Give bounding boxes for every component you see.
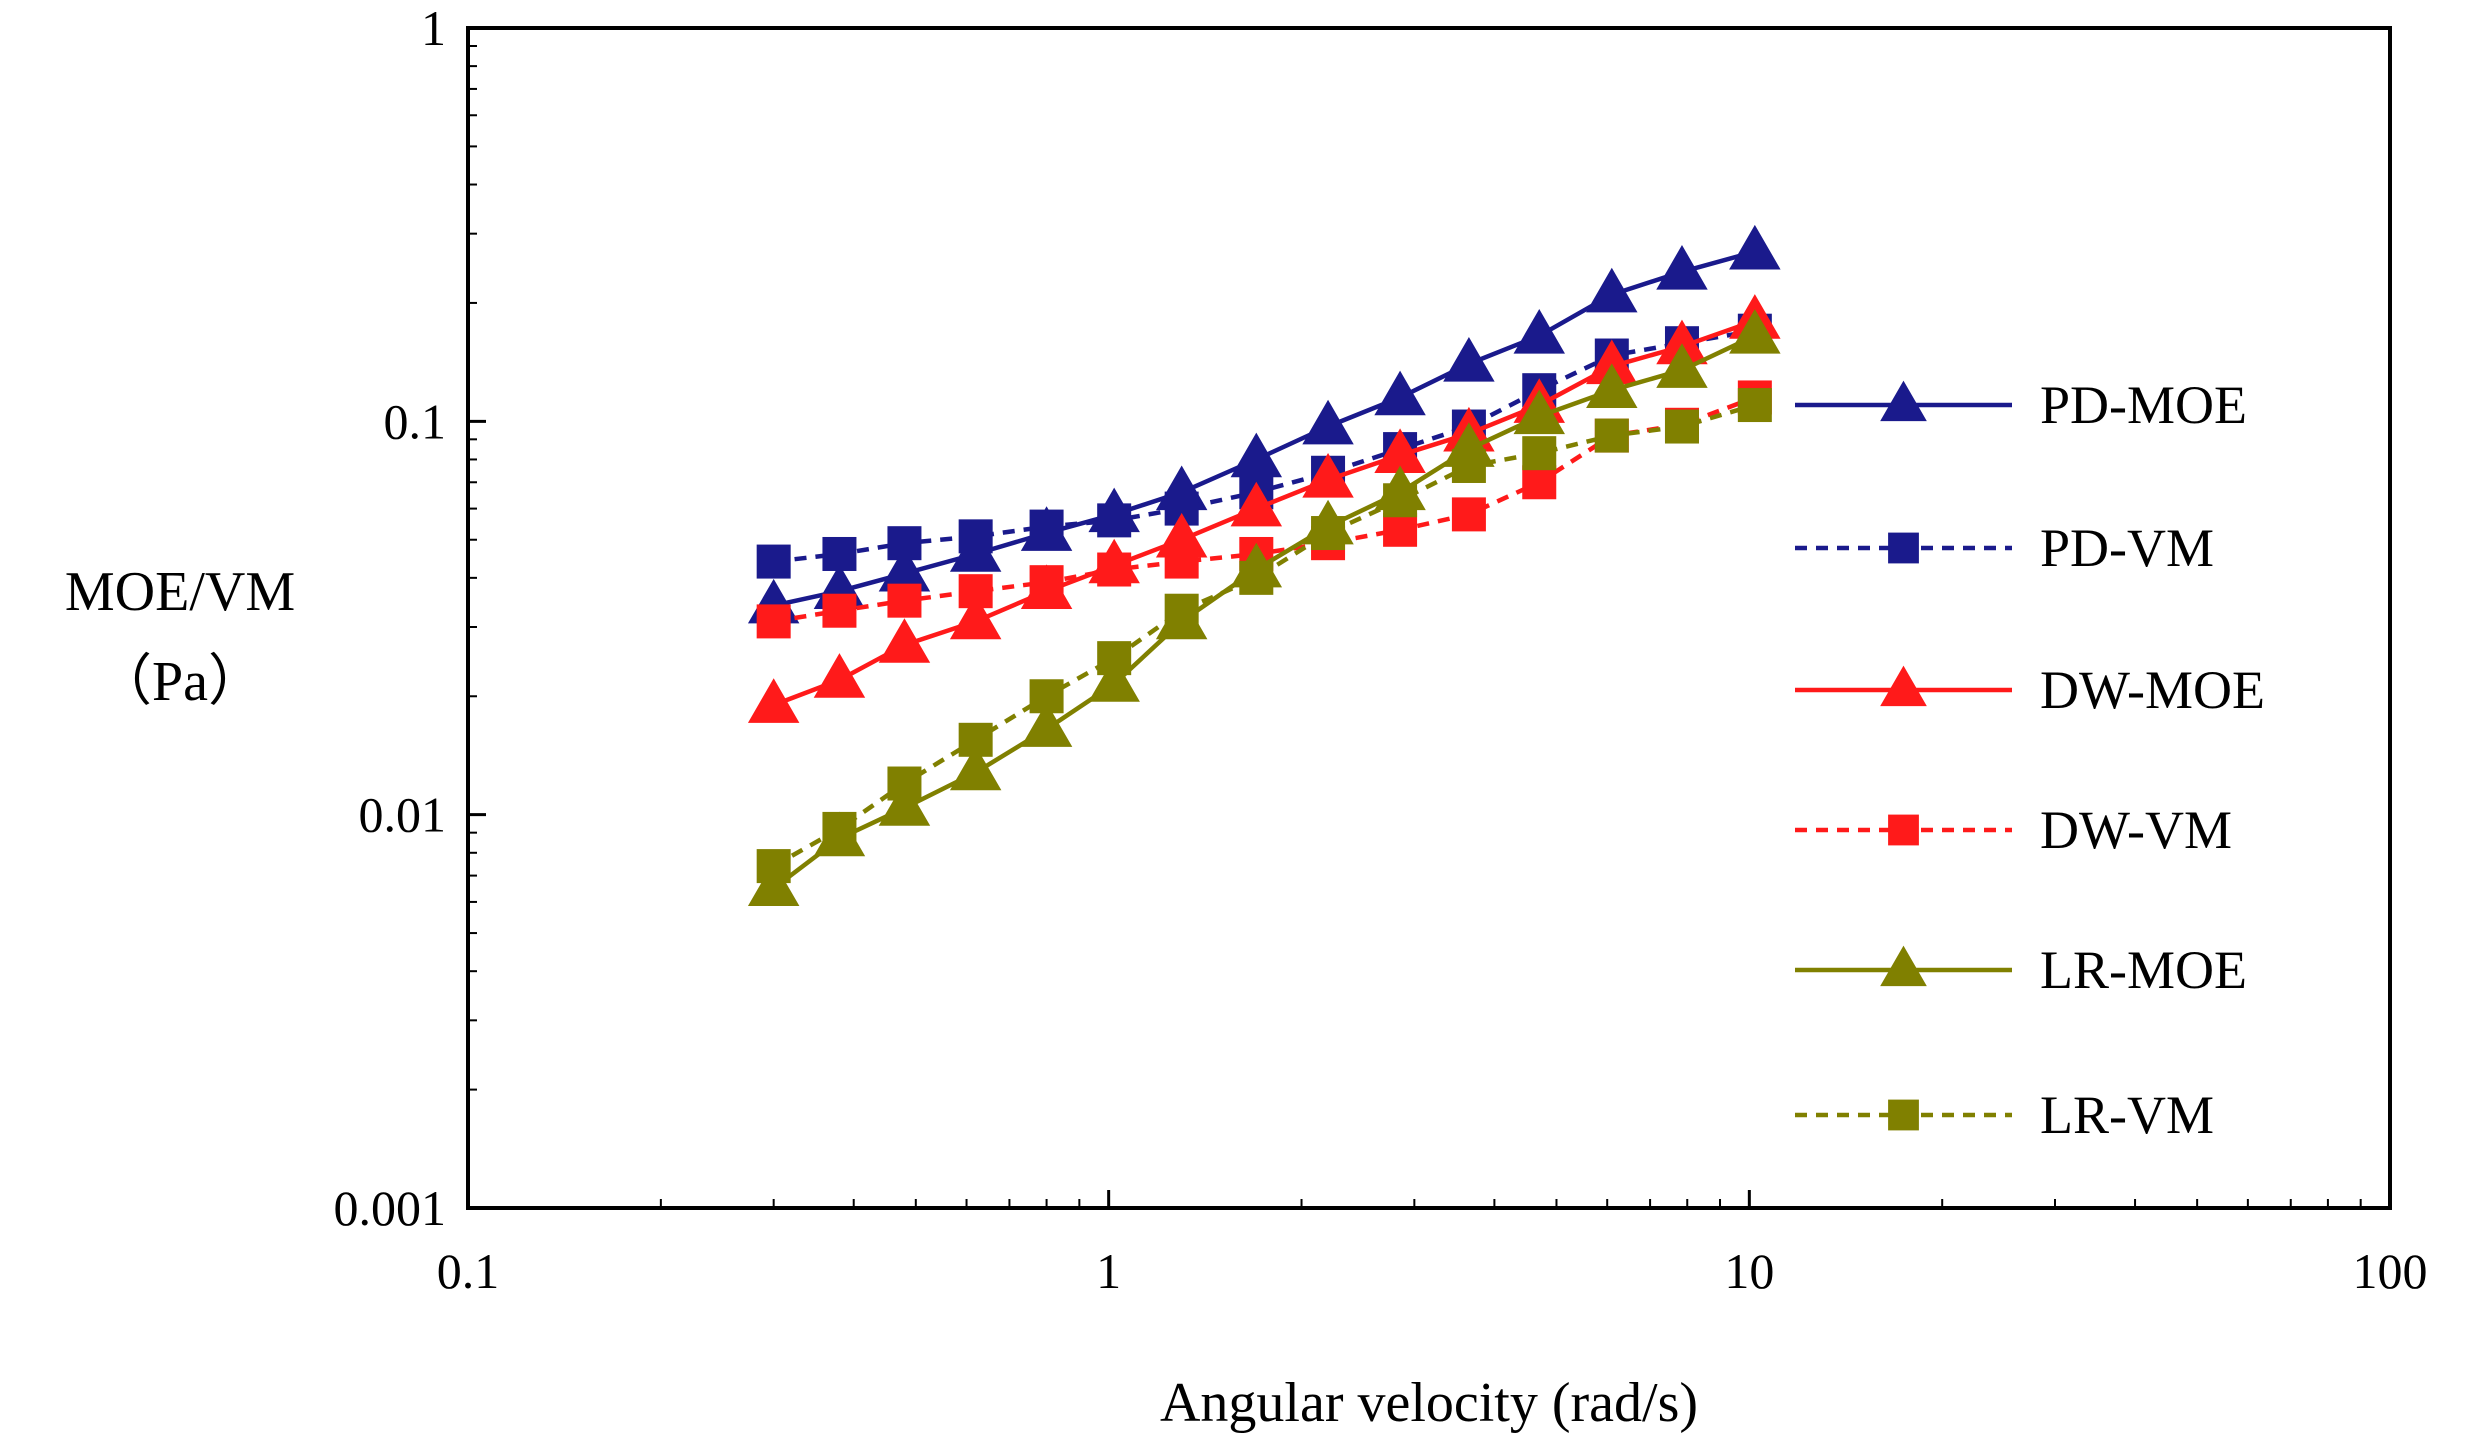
data-point-lr-vm xyxy=(822,811,857,846)
series-layer xyxy=(747,224,1781,907)
y-axis-title-line-2: （Pa） xyxy=(96,651,264,713)
data-point-lr-moe xyxy=(1586,363,1638,408)
x-tick-label: 0.1 xyxy=(437,1243,500,1299)
axes: 0.1 1 10 100 0.001 0.01 0.1 1 xyxy=(334,0,2428,1299)
data-point-pd-moe xyxy=(1729,224,1781,270)
data-point-dw-vm xyxy=(958,574,993,609)
data-point-pd-moe xyxy=(1443,337,1495,382)
data-point-lr-vm xyxy=(1522,436,1557,471)
data-point-lr-moe xyxy=(878,781,931,826)
data-point-lr-vm xyxy=(1164,593,1199,628)
legend-marker-lr-moe xyxy=(1880,945,1927,987)
data-point-lr-vm xyxy=(958,722,993,757)
data-point-lr-vm xyxy=(1451,448,1486,483)
data-point-dw-vm xyxy=(1029,565,1064,600)
data-point-dw-vm xyxy=(1097,552,1132,587)
data-point-pd-moe xyxy=(1302,399,1354,445)
legend: PD-MOE PD-VM DW-MOE DW-VM LR-MOE LR-VM xyxy=(1795,375,2265,1145)
legend-label-dw-vm: DW-VM xyxy=(2040,800,2232,860)
data-point-lr-vm xyxy=(887,766,922,801)
data-point-lr-moe xyxy=(1729,308,1781,354)
data-point-pd-moe xyxy=(1586,267,1638,313)
legend-marker-pd-moe xyxy=(1880,380,1927,422)
y-tick-label: 0.1 xyxy=(384,393,447,449)
data-point-pd-vm xyxy=(1029,509,1064,544)
data-point-pd-vm xyxy=(887,526,922,561)
data-point-pd-vm xyxy=(958,519,993,554)
legend-label-dw-moe: DW-MOE xyxy=(2040,660,2265,720)
data-point-lr-moe xyxy=(949,745,1002,791)
data-point-lr-vm xyxy=(1239,560,1274,595)
data-point-dw-moe xyxy=(878,618,931,663)
data-point-dw-vm xyxy=(1522,465,1557,500)
legend-marker-dw-moe xyxy=(1880,665,1927,707)
legend-label-lr-vm: LR-VM xyxy=(2040,1085,2214,1145)
y-tick-label: 0.001 xyxy=(334,1180,447,1236)
data-point-dw-vm xyxy=(1164,544,1199,579)
data-point-lr-vm xyxy=(1737,388,1772,423)
x-tick-label: 100 xyxy=(2353,1243,2428,1299)
data-point-pd-moe xyxy=(1656,244,1708,290)
data-point-lr-moe xyxy=(1020,702,1073,747)
legend-marker-lr-vm xyxy=(1888,1099,1919,1131)
data-point-dw-vm xyxy=(756,604,791,639)
data-point-lr-vm xyxy=(1594,418,1629,453)
x-tick-label: 1 xyxy=(1096,1243,1121,1299)
x-tick-label: 10 xyxy=(1724,1243,1774,1299)
data-point-dw-moe xyxy=(1302,453,1354,498)
data-point-dw-moe xyxy=(813,653,866,698)
legend-marker-dw-vm xyxy=(1888,814,1919,846)
x-axis-title: Angular velocity (rad/s) xyxy=(1160,1372,1698,1434)
data-point-lr-vm xyxy=(1383,483,1418,518)
legend-marker-pd-vm xyxy=(1888,532,1919,564)
data-point-lr-vm xyxy=(1097,641,1132,676)
data-point-pd-moe xyxy=(1374,370,1426,416)
data-point-dw-vm xyxy=(1451,497,1486,532)
data-point-lr-vm xyxy=(756,849,791,884)
data-point-lr-moe xyxy=(747,861,800,907)
data-point-lr-vm xyxy=(1664,409,1699,444)
data-point-pd-vm xyxy=(1097,503,1132,538)
y-tick-label: 0.01 xyxy=(359,787,447,843)
data-point-lr-vm xyxy=(1029,679,1064,714)
data-point-dw-moe xyxy=(1230,481,1283,527)
data-point-dw-vm xyxy=(887,583,922,618)
data-point-dw-moe xyxy=(949,594,1002,640)
y-axis-title-line-1: MOE/VM xyxy=(65,561,295,623)
series-line-lr-vm xyxy=(772,402,1756,869)
data-point-dw-vm xyxy=(1383,512,1418,547)
data-point-lr-vm xyxy=(1311,516,1346,551)
legend-label-pd-moe: PD-MOE xyxy=(2040,375,2247,435)
data-point-lr-moe xyxy=(1513,389,1565,435)
data-point-dw-vm xyxy=(822,593,857,628)
data-point-pd-vm xyxy=(756,544,791,579)
y-tick-label: 1 xyxy=(421,0,446,56)
data-point-pd-vm xyxy=(822,536,857,571)
legend-label-pd-vm: PD-VM xyxy=(2040,518,2214,578)
legend-label-lr-moe: LR-MOE xyxy=(2040,940,2247,1000)
data-point-dw-moe xyxy=(747,678,800,723)
data-point-lr-moe xyxy=(1656,343,1708,388)
data-point-lr-moe xyxy=(1088,657,1140,702)
data-point-pd-moe xyxy=(1513,308,1565,354)
